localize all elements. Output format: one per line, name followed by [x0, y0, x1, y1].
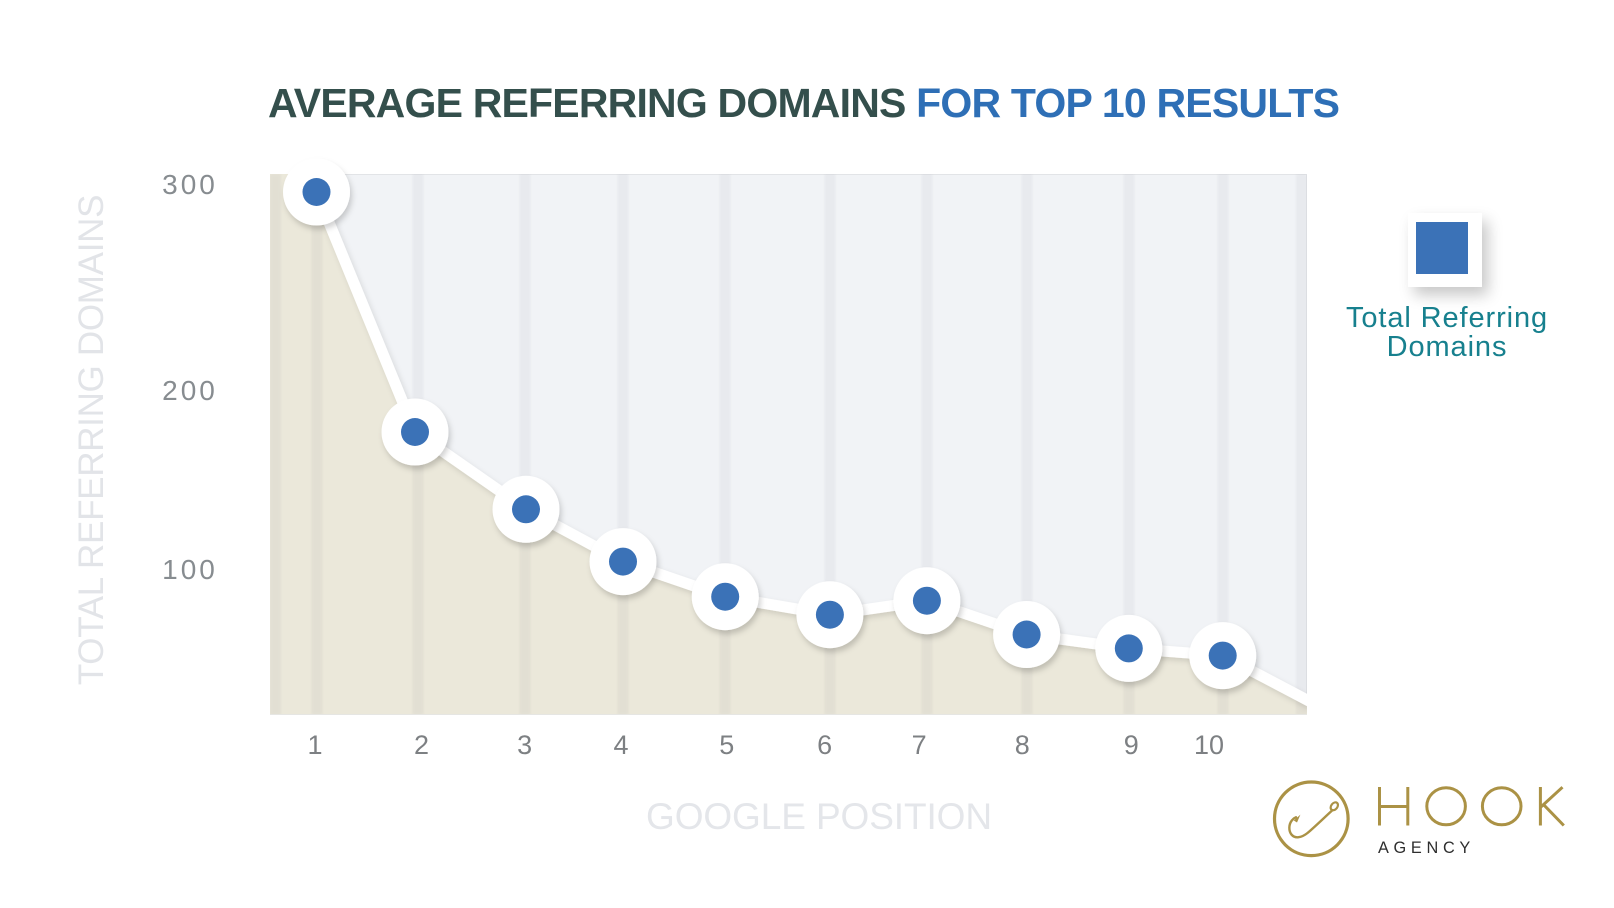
svg-text:AGENCY: AGENCY	[1378, 839, 1475, 857]
